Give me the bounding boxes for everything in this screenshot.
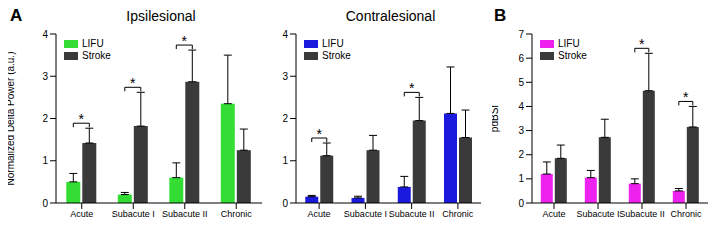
svg-text:0: 0 [518,198,524,209]
svg-text:0: 0 [282,198,288,209]
svg-text:*: * [639,36,645,52]
html-text:Stroke: Stroke [322,50,351,61]
svg-text:6: 6 [518,53,524,64]
svg-text:5: 5 [518,77,524,88]
html-text:B: B [494,6,507,25]
svg-text:3: 3 [282,71,288,82]
svg-text:Chronic: Chronic [442,209,474,219]
html-text:Contralesional: Contralesional [345,8,436,24]
svg-text:pdBSI: pdBSI [492,105,500,132]
svg-text:Subacute II: Subacute II [389,209,435,219]
svg-text:3: 3 [42,71,48,82]
svg-text:1: 1 [518,173,524,184]
svg-text:*: * [317,126,323,142]
svg-text:*: * [130,75,136,91]
svg-text:*: * [683,89,689,105]
svg-text:4: 4 [518,101,524,112]
svg-text:1: 1 [282,155,288,166]
svg-text:*: * [409,80,415,96]
html-text:Stroke: Stroke [558,50,587,61]
svg-text:*: * [79,111,85,127]
svg-text:Chronic: Chronic [221,209,253,219]
svg-text:2: 2 [282,113,288,124]
html-text:LIFU: LIFU [558,38,580,49]
html-text:LIFU: LIFU [322,38,344,49]
svg-text:Subacute I: Subacute I [576,209,619,219]
svg-text:Acute: Acute [70,209,93,219]
svg-text:*: * [182,33,188,49]
svg-text:Subacute I: Subacute I [344,209,387,219]
svg-text:Acute: Acute [542,209,565,219]
svg-text:2: 2 [42,113,48,124]
svg-text:4: 4 [42,29,48,40]
svg-text:Chronic: Chronic [670,209,702,219]
html-text:Stroke: Stroke [82,50,111,61]
svg-text:7: 7 [518,29,524,40]
svg-text:Subacute II: Subacute II [162,209,208,219]
svg-text:2: 2 [518,149,524,160]
svg-text:Normalized Delta Power (a.u.): Normalized Delta Power (a.u.) [8,52,16,186]
html-text:A: A [10,6,23,25]
svg-text:Subacute I: Subacute I [112,209,155,219]
svg-text:Acute: Acute [308,209,331,219]
svg-text:4: 4 [282,29,288,40]
svg-text:Subacute II: Subacute II [619,209,665,219]
svg-text:0: 0 [42,198,48,209]
svg-text:1: 1 [42,155,48,166]
html-text:Ipsilesional: Ipsilesional [126,8,196,24]
svg-text:3: 3 [518,125,524,136]
html-text:LIFU: LIFU [82,38,104,49]
